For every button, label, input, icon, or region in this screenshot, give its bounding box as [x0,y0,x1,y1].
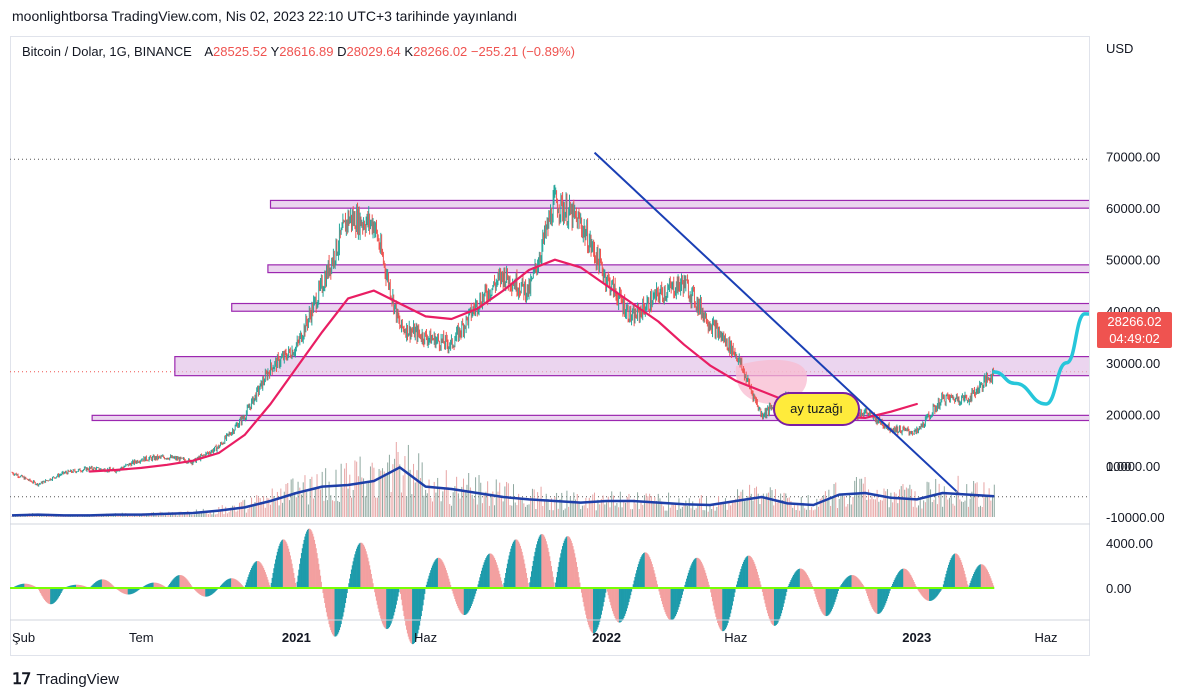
support-resistance-zone [269,199,1089,209]
time-axis-tick: Haz [414,630,437,645]
annotation-bubble[interactable]: ay tuzağı [773,392,860,426]
close-label: K [404,44,414,59]
tradingview-logo-icon: 𝟣𝟩 [12,671,31,688]
high-value: 28616.89 [279,44,334,59]
plot-area [10,151,1089,645]
volume-axis-tick: 0.00 [1106,459,1131,474]
open-value: 28525.52 [212,44,268,59]
high-label: Y [270,44,280,59]
brand-footer: 𝟣𝟩 TradingView [12,669,119,689]
time-axis-tick: Tem [129,630,154,645]
projection-curve [992,312,1089,406]
price-axis-tick: 20000.00 [1106,407,1160,422]
open-label: A [204,44,213,59]
time-axis-tick: Şub [12,630,35,645]
chart-frame [10,36,1090,656]
symbol-legend: Bitcoin / Dolar, 1G, BINANCE A28525.52 Y… [22,44,575,59]
time-axis-tick: Haz [724,630,747,645]
time-axis-tick: 2023 [902,630,931,645]
current-price-value: 28266.02 [1107,314,1162,329]
downtrend-line [593,151,961,495]
oscillator-axis-tick: 0.00 [1106,581,1131,596]
change-value: −255.21 (−0.89%) [470,44,575,59]
support-resistance-zone [231,302,1089,312]
price-axis-tick: 50000.00 [1106,253,1160,268]
support-resistance-zone [91,414,1089,422]
brand-name: TradingView [36,670,119,688]
price-axis-tick: 30000.00 [1106,356,1160,371]
price-axis-tick: 70000.00 [1106,150,1160,165]
volume-ma-line [11,466,995,517]
price-axis-tick: 10000.00 [1106,459,1160,474]
publish-header: moonlightborsa TradingView.com, Nis 02, … [12,8,518,24]
time-axis-tick: Haz [1034,630,1057,645]
low-label: D [337,44,347,59]
time-axis-tick: 2021 [282,630,311,645]
bar-countdown: 04:49:02 [1109,331,1160,346]
support-resistance-zone [267,264,1089,274]
oscillator-axis-tick: 4000.00 [1106,536,1153,551]
currency-label: USD [1106,41,1134,56]
price-axis-tick: 60000.00 [1106,201,1160,216]
volume-axis-tick: -10000.00 [1106,510,1165,525]
time-axis-tick: 2022 [592,630,621,645]
support-resistance-zone [174,355,1089,377]
low-value: 28029.64 [346,44,401,59]
symbol-title[interactable]: Bitcoin / Dolar, 1G, BINANCE [22,44,192,59]
current-price-tag: 28266.02 04:49:02 [1097,312,1172,348]
close-value: 28266.02 [413,44,468,59]
